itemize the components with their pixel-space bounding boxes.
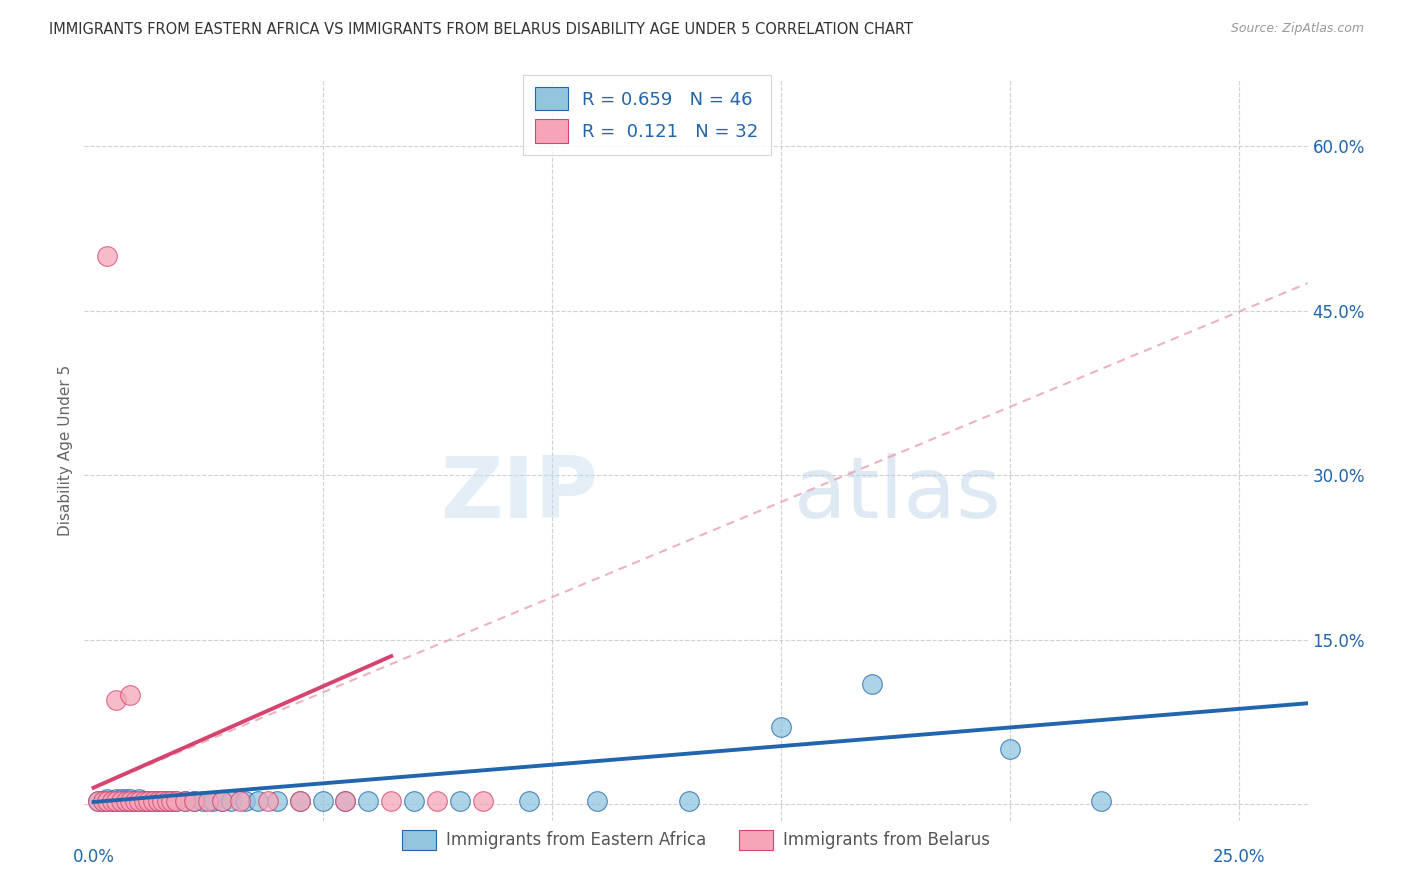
Y-axis label: Disability Age Under 5: Disability Age Under 5 — [58, 365, 73, 536]
Point — [114, 791, 136, 805]
Point — [211, 794, 233, 808]
Point — [311, 794, 333, 808]
Point — [160, 794, 183, 808]
Point — [380, 794, 402, 808]
Point — [256, 794, 278, 808]
Point — [266, 794, 288, 808]
Point — [678, 794, 700, 808]
Point — [142, 794, 165, 808]
Point — [120, 794, 142, 808]
Point — [124, 794, 146, 808]
Point — [860, 676, 883, 690]
Point — [96, 249, 118, 263]
Point — [124, 794, 146, 808]
Point — [150, 794, 173, 808]
Point — [156, 794, 179, 808]
Text: 0.0%: 0.0% — [73, 848, 114, 866]
Point — [165, 794, 187, 808]
Point — [183, 794, 205, 808]
Point — [120, 791, 142, 805]
Point — [120, 794, 142, 808]
Point — [142, 794, 165, 808]
Point — [101, 794, 124, 808]
Point — [105, 794, 128, 808]
Point — [165, 794, 187, 808]
Point — [183, 794, 205, 808]
Point — [174, 794, 197, 808]
Point — [110, 791, 132, 805]
Point — [96, 794, 118, 808]
Point — [114, 794, 136, 808]
Point — [146, 794, 169, 808]
Text: 25.0%: 25.0% — [1212, 848, 1265, 866]
Point — [193, 794, 215, 808]
Point — [114, 794, 136, 808]
Text: Source: ZipAtlas.com: Source: ZipAtlas.com — [1230, 22, 1364, 36]
Point — [105, 794, 128, 808]
Point — [471, 794, 494, 808]
Point — [229, 794, 252, 808]
Point — [426, 794, 449, 808]
Point — [128, 791, 150, 805]
Point — [105, 791, 128, 805]
Point — [174, 794, 197, 808]
Text: ZIP: ZIP — [440, 453, 598, 536]
Point — [138, 794, 160, 808]
Point — [138, 794, 160, 808]
Point — [87, 794, 110, 808]
Point — [197, 794, 219, 808]
Text: atlas: atlas — [794, 453, 1002, 536]
Point — [233, 794, 256, 808]
Point — [449, 794, 471, 808]
Point — [335, 794, 357, 808]
Point — [247, 794, 270, 808]
Point — [128, 794, 150, 808]
Point — [132, 794, 155, 808]
Point — [101, 794, 124, 808]
Point — [160, 794, 183, 808]
Point — [517, 794, 540, 808]
Point — [91, 794, 114, 808]
Point — [335, 794, 357, 808]
Point — [105, 693, 128, 707]
Point — [91, 794, 114, 808]
Legend: Immigrants from Eastern Africa, Immigrants from Belarus: Immigrants from Eastern Africa, Immigran… — [395, 823, 997, 856]
Point — [211, 794, 233, 808]
Point — [288, 794, 311, 808]
Point — [357, 794, 380, 808]
Point — [110, 794, 132, 808]
Point — [769, 720, 792, 734]
Point — [96, 794, 118, 808]
Point — [146, 794, 169, 808]
Point — [110, 794, 132, 808]
Point — [1090, 794, 1112, 808]
Point — [219, 794, 242, 808]
Point — [87, 794, 110, 808]
Point — [288, 794, 311, 808]
Point — [201, 794, 224, 808]
Point — [586, 794, 609, 808]
Point — [96, 791, 118, 805]
Point — [120, 688, 142, 702]
Point — [128, 794, 150, 808]
Text: IMMIGRANTS FROM EASTERN AFRICA VS IMMIGRANTS FROM BELARUS DISABILITY AGE UNDER 5: IMMIGRANTS FROM EASTERN AFRICA VS IMMIGR… — [49, 22, 914, 37]
Point — [156, 794, 179, 808]
Point — [150, 794, 173, 808]
Point — [404, 794, 426, 808]
Point — [132, 794, 155, 808]
Point — [998, 742, 1021, 756]
